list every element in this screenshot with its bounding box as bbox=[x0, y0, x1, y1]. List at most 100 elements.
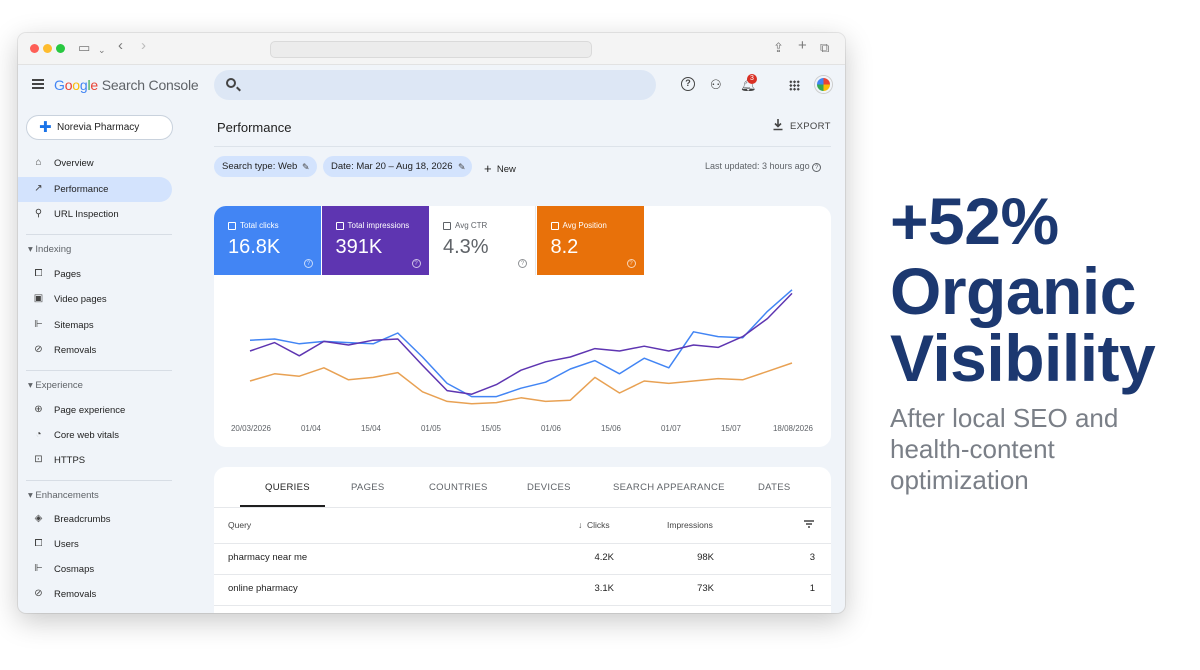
minimize-window-button[interactable] bbox=[43, 44, 52, 53]
help-icon[interactable]: ? bbox=[681, 77, 695, 91]
section-title: Indexing bbox=[35, 244, 72, 255]
share-icon[interactable]: ⇪ bbox=[773, 40, 784, 55]
x-tick-label: 01/05 bbox=[421, 424, 442, 433]
google-search-console-logo[interactable]: Google Search Console bbox=[54, 77, 199, 93]
search-type-chip[interactable]: Search type: Web ✎ bbox=[214, 156, 317, 177]
address-bar[interactable] bbox=[270, 41, 592, 58]
help-icon[interactable]: ? bbox=[518, 259, 527, 268]
page-title: Performance bbox=[217, 120, 292, 135]
cell-clicks: 3.1K bbox=[594, 583, 614, 594]
sidebar-item-page-experience[interactable]: ⊕ Page experience bbox=[18, 398, 172, 423]
tab-search-appearance[interactable]: SEARCH APPEARANCE bbox=[613, 482, 725, 493]
apps-grid-icon[interactable] bbox=[789, 80, 800, 91]
sidebar-divider bbox=[26, 480, 172, 481]
menu-icon[interactable] bbox=[32, 79, 44, 89]
metric-value: 16.8K bbox=[228, 236, 281, 258]
logo-letter: l bbox=[87, 77, 91, 93]
maximize-window-button[interactable] bbox=[56, 44, 65, 53]
logo-letter: o bbox=[72, 77, 80, 93]
new-filter-button[interactable]: + New bbox=[484, 160, 516, 176]
search-icon: ⚲ bbox=[34, 208, 43, 219]
sidebar-item-overview[interactable]: ⌂ Overview bbox=[18, 151, 172, 176]
sidebar-item-label: Users bbox=[54, 539, 79, 550]
back-icon[interactable]: ‹ bbox=[118, 37, 123, 54]
chevron-down-icon[interactable]: ⌄ bbox=[98, 45, 106, 55]
tab-queries[interactable]: QUERIES bbox=[265, 482, 310, 493]
trending-icon: ↗ bbox=[34, 183, 43, 194]
filter-icon[interactable] bbox=[804, 520, 814, 528]
manage-users-icon[interactable]: ⚇ bbox=[710, 77, 722, 92]
column-header-query[interactable]: Query bbox=[228, 520, 252, 530]
help-icon[interactable]: ? bbox=[304, 259, 313, 268]
sidebar-item-label: URL Inspection bbox=[54, 209, 119, 220]
property-selector[interactable]: ✚ Norevia Pharmacy bbox=[26, 115, 173, 140]
close-window-button[interactable] bbox=[30, 44, 39, 53]
export-button[interactable]: EXPORT bbox=[790, 121, 831, 132]
metric-total-impressions[interactable]: Total impressions 391K? bbox=[321, 206, 429, 275]
performance-line-chart: 20/03/2026 01/04 15/04 01/05 15/05 01/06 15/06… bbox=[231, 289, 814, 433]
active-tab-indicator bbox=[240, 505, 325, 507]
metric-avg-position[interactable]: Avg Position 8.2? bbox=[536, 206, 644, 275]
chart-series-line-0 bbox=[249, 289, 793, 398]
help-icon[interactable]: ? bbox=[411, 259, 421, 268]
sidebar-item-breadcrumbs[interactable]: ◈ Breadcrumbs bbox=[18, 507, 172, 532]
metric-label: Total clicks bbox=[228, 221, 279, 230]
new-tab-icon[interactable]: + bbox=[798, 37, 807, 54]
avatar[interactable] bbox=[815, 76, 832, 93]
sidebar-item-users[interactable]: ⧠ Users bbox=[18, 532, 172, 557]
metric-value: 8.2 bbox=[550, 236, 579, 258]
sidebar-item-core-web-vitals[interactable]: ◔ Core web vitals bbox=[18, 423, 172, 448]
tab-dates[interactable]: DATES bbox=[758, 482, 791, 493]
sidebar-item-removals-enh[interactable]: ⊘ Removals bbox=[18, 582, 172, 607]
x-tick-label: 01/07 bbox=[661, 424, 682, 433]
metric-total-clicks[interactable]: Total clicks 16.8K? bbox=[214, 206, 321, 275]
metric-label-text: Avg Position bbox=[562, 221, 607, 230]
new-label: New bbox=[496, 164, 516, 175]
column-header-impressions[interactable]: Impressions bbox=[667, 520, 713, 530]
logo-letter: o bbox=[64, 77, 73, 93]
tab-pages[interactable]: PAGES bbox=[351, 482, 385, 493]
tab-countries[interactable]: COUNTRIES bbox=[429, 482, 488, 493]
tabs-overview-icon[interactable]: ⧉ bbox=[820, 40, 830, 55]
download-icon bbox=[773, 119, 783, 131]
sidebar-item-https[interactable]: ⊡ HTTPS bbox=[18, 448, 172, 473]
sidebar-toggle-icon[interactable]: ▭ bbox=[78, 40, 91, 55]
x-tick-label: 20/03/2026 bbox=[231, 424, 272, 433]
logo-letter: e bbox=[90, 77, 98, 93]
sidebar-section-experience[interactable]: ▾ Experience bbox=[28, 380, 83, 391]
removals-icon: ⊘ bbox=[34, 344, 43, 355]
row-divider bbox=[214, 605, 831, 606]
promo-headline-line-2: Visibility bbox=[890, 321, 1156, 395]
date-chip[interactable]: Date: Mar 20 – Aug 18, 2026 ✎ bbox=[323, 156, 472, 177]
results-table-card: QUERIES PAGES COUNTRIES DEVICES SEARCH APPEA… bbox=[214, 467, 831, 613]
metric-avg-ctr[interactable]: Avg CTR 4.3%? bbox=[429, 206, 536, 275]
logo-letter: g bbox=[79, 77, 88, 93]
sidebar-item-label: Core web vitals bbox=[54, 430, 119, 441]
sidebar-item-sitemaps[interactable]: ⊩ Sitemaps bbox=[18, 313, 172, 338]
sidebar-item-removals[interactable]: ⊘ Removals bbox=[18, 338, 172, 363]
video-icon: ▣ bbox=[33, 293, 44, 304]
search-input[interactable] bbox=[214, 70, 656, 100]
sitemap-icon: ⊩ bbox=[34, 563, 43, 574]
sidebar-section-indexing[interactable]: ▾ Indexing bbox=[28, 244, 72, 255]
sidebar-item-pages[interactable]: ⧠ Pages bbox=[18, 262, 172, 287]
x-tick-label: 15/06 bbox=[601, 424, 622, 433]
sidebar-item-url-inspection[interactable]: ⚲ URL Inspection bbox=[18, 202, 172, 227]
sidebar-item-cosmaps[interactable]: ⊩ Cosmaps bbox=[18, 557, 172, 582]
forward-icon[interactable]: › bbox=[141, 37, 146, 54]
metric-label-text: Avg CTR bbox=[455, 221, 488, 230]
help-icon[interactable]: ? bbox=[626, 259, 636, 268]
sidebar-section-enhancements[interactable]: ▾ Enhancements bbox=[28, 490, 99, 501]
row-divider bbox=[214, 574, 831, 575]
help-icon[interactable]: ? bbox=[812, 163, 822, 172]
sidebar-item-label: Performance bbox=[54, 184, 109, 195]
cell-clicks: 4.2K bbox=[594, 552, 614, 563]
sidebar-item-performance[interactable]: ↗ Performance bbox=[18, 177, 172, 202]
tab-devices[interactable]: DEVICES bbox=[527, 482, 571, 493]
checkbox-icon bbox=[550, 222, 559, 230]
column-header-clicks[interactable]: ↓ Clicks bbox=[578, 520, 610, 530]
sidebar-divider bbox=[26, 234, 172, 235]
tab-divider bbox=[214, 507, 831, 508]
layers-icon: ◈ bbox=[34, 513, 43, 524]
sidebar-item-video-pages[interactable]: ▣ Video pages bbox=[18, 287, 172, 312]
